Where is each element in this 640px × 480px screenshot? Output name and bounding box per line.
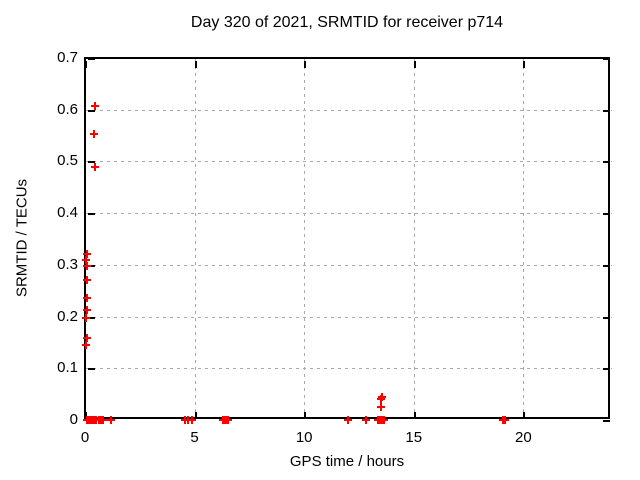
y-axis-tick-mirror [603,264,610,267]
y-axis-label: SRMTID / TECUs [13,178,31,298]
data-point-marker [361,416,370,424]
x-axis-tick [85,412,87,419]
x-axis-tick-mirror [85,61,87,68]
y-axis-tick-mirror [603,316,610,319]
data-point-marker [82,256,91,265]
x-axis-tick [523,412,526,419]
x-tick-label: 15 [405,429,423,446]
y-axis-tick-mirror [603,109,610,112]
chart-title: Day 320 of 2021, SRMTID for receiver p71… [190,14,504,31]
data-point-marker [90,102,99,111]
data-point-marker [223,416,232,424]
grid-line-vertical [194,59,196,421]
data-point-marker [90,163,99,172]
x-axis-tick [413,412,416,419]
data-point-marker [83,333,92,342]
y-tick-label: 0 [69,411,78,428]
y-tick-label: 0.1 [57,359,78,377]
y-axis-tick [88,58,95,60]
data-point-marker [107,416,116,424]
data-point-marker [376,395,385,404]
y-axis-tick [88,213,95,216]
y-axis-tick-mirror [603,161,610,164]
y-axis-tick-mirror [603,368,610,371]
data-point-marker [377,403,386,412]
y-axis-tick [88,109,95,112]
y-axis-tick-mirror [603,420,610,422]
y-axis-tick-mirror [603,58,610,60]
y-axis-tick [88,368,95,371]
x-axis-tick-mirror [523,61,526,68]
grid-line-horizontal [86,161,612,163]
data-point-marker [82,305,91,314]
data-point-marker [377,392,386,401]
data-point-marker [83,293,92,302]
grid-line-vertical [413,59,415,421]
grid-line-vertical [523,59,525,421]
x-axis-tick-mirror [413,61,416,68]
x-axis-label: GPS time / hours [289,453,405,470]
grid-line-horizontal [86,213,612,215]
y-tick-label: 0.6 [57,100,78,118]
x-tick-label: 10 [295,429,313,446]
data-point-marker [379,416,388,424]
y-axis-tick [88,264,95,267]
data-point-marker [81,314,90,323]
x-axis-tick [194,412,197,419]
y-axis-tick [88,161,95,164]
data-point-marker [188,416,197,424]
y-tick-label: 0.5 [57,152,78,170]
grid-line-horizontal [86,316,612,318]
y-tick-label: 0.3 [57,255,78,273]
data-point-marker [82,275,91,284]
grid-line-horizontal [86,368,612,370]
y-tick-label: 0.7 [57,49,78,66]
data-point-marker [82,341,91,349]
y-axis-tick-mirror [603,213,610,216]
x-axis-tick-mirror [194,61,197,68]
data-point-marker [83,261,92,270]
data-point-marker [82,249,91,258]
x-tick-label: 5 [190,429,199,446]
y-tick-label: 0.4 [57,204,78,222]
x-tick-label: 0 [80,429,90,446]
data-point-marker [500,416,509,424]
x-tick-label: 20 [514,429,532,446]
grid-line-vertical [304,59,306,421]
data-point-marker [344,416,352,424]
grid-line-horizontal [86,264,612,266]
x-axis-tick-mirror [304,61,307,68]
data-point-marker [184,416,192,424]
plot-area: 0 5 10 15 20 0 0.1 0.2 0.3 0.4 0.5 0.6 0.7 [57,49,612,446]
y-axis-tick [88,316,95,319]
x-axis-tick [304,412,307,419]
y-tick-label: 0.2 [57,307,78,325]
grid-line-horizontal [86,109,612,111]
data-point-marker [98,416,107,424]
data-point-marker [90,130,99,139]
